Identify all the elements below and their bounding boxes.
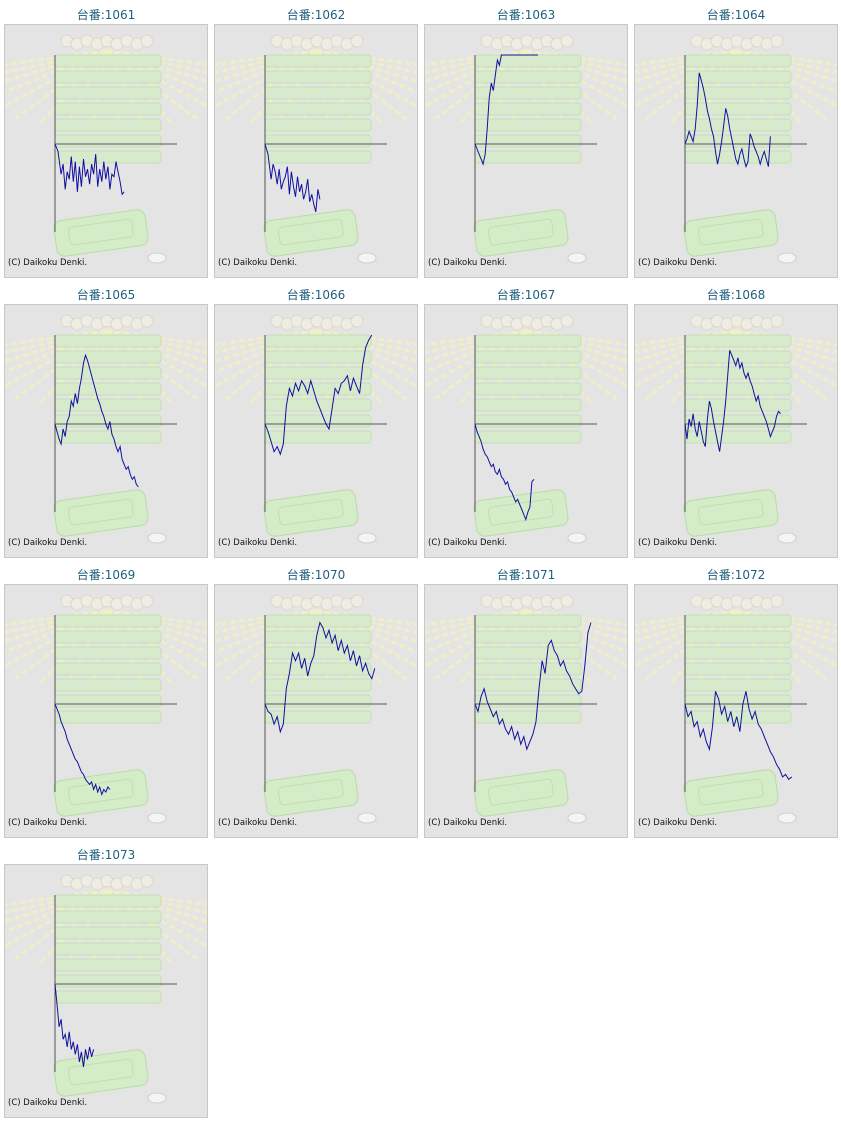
machine-number-label[interactable]: 台番:1070 [286, 568, 346, 582]
copyright-text: (C) Daikoku Denki. [218, 538, 298, 548]
graph-panel: (C) Daikoku Denki. [424, 304, 628, 558]
machine-chart-1073: 台番:1073 (C) Daikoku Denki. [4, 840, 208, 1120]
background-illustration [425, 34, 627, 264]
machine-number-label[interactable]: 台番:1069 [76, 568, 136, 582]
graph-svg [5, 874, 207, 1104]
copyright-text: (C) Daikoku Denki. [218, 258, 298, 268]
copyright-text: (C) Daikoku Denki. [8, 818, 88, 828]
machine-number-label[interactable]: 台番:1064 [706, 8, 766, 22]
graph-panel: (C) Daikoku Denki. [424, 584, 628, 838]
machine-number-label[interactable]: 台番:1073 [76, 848, 136, 862]
graph-svg [635, 314, 837, 544]
machine-chart-1069: 台番:1069 (C) Daikoku Denki. [4, 560, 208, 840]
machine-number-label[interactable]: 台番:1062 [286, 8, 346, 22]
graph-panel: (C) Daikoku Denki. [4, 864, 208, 1118]
machine-chart-1063: 台番:1063 (C) Daikoku Denki. [424, 0, 628, 280]
payout-series-line [474, 423, 535, 522]
background-illustration [635, 594, 837, 824]
graph-panel: (C) Daikoku Denki. [634, 304, 838, 558]
copyright-text: (C) Daikoku Denki. [638, 818, 718, 828]
payout-series-line [264, 334, 373, 456]
background-illustration [425, 314, 627, 544]
graph-svg [5, 34, 207, 264]
background-illustration [635, 34, 837, 264]
machine-chart-1071: 台番:1071 (C) Daikoku Denki. [424, 560, 628, 840]
copyright-text: (C) Daikoku Denki. [638, 258, 718, 268]
copyright-text: (C) Daikoku Denki. [8, 258, 88, 268]
machine-chart-1072: 台番:1072 (C) Daikoku Denki. [634, 560, 838, 840]
graph-svg [5, 314, 207, 544]
payout-series-line [264, 143, 321, 213]
background-illustration [5, 874, 207, 1104]
machine-chart-1067: 台番:1067 (C) Daikoku Denki. [424, 280, 628, 560]
machine-chart-1062: 台番:1062 (C) Daikoku Denki. [214, 0, 418, 280]
machine-chart-1068: 台番:1068 (C) Daikoku Denki. [634, 280, 838, 560]
graph-svg [425, 314, 627, 544]
graph-panel: (C) Daikoku Denki. [4, 24, 208, 278]
machine-number-label[interactable]: 台番:1067 [496, 288, 556, 302]
machine-chart-1064: 台番:1064 (C) Daikoku Denki. [634, 0, 838, 280]
graph-panel: (C) Daikoku Denki. [214, 584, 418, 838]
payout-series-line [684, 72, 771, 169]
payout-series-line [54, 703, 111, 797]
payout-series-line [54, 353, 139, 488]
payout-series-line [684, 691, 793, 781]
graph-panel: (C) Daikoku Denki. [4, 584, 208, 838]
background-illustration [425, 594, 627, 824]
background-illustration [5, 594, 207, 824]
background-illustration [215, 314, 417, 544]
machine-chart-1070: 台番:1070 (C) Daikoku Denki. [214, 560, 418, 840]
background-illustration [635, 314, 837, 544]
payout-series-line [684, 350, 781, 452]
graph-panel: (C) Daikoku Denki. [424, 24, 628, 278]
machine-chart-1065: 台番:1065 (C) Daikoku Denki. [4, 280, 208, 560]
background-illustration [215, 594, 417, 824]
copyright-text: (C) Daikoku Denki. [218, 818, 298, 828]
machine-chart-1061: 台番:1061 (C) Daikoku Denki. [4, 0, 208, 280]
graph-svg [215, 34, 417, 264]
machine-number-label[interactable]: 台番:1061 [76, 8, 136, 22]
copyright-text: (C) Daikoku Denki. [428, 258, 508, 268]
payout-series-line [474, 54, 538, 166]
background-illustration [5, 34, 207, 264]
machine-number-label[interactable]: 台番:1071 [496, 568, 556, 582]
background-illustration [215, 34, 417, 264]
graph-svg [425, 594, 627, 824]
copyright-text: (C) Daikoku Denki. [428, 538, 508, 548]
payout-series-line [54, 983, 95, 1068]
graph-svg [215, 314, 417, 544]
copyright-text: (C) Daikoku Denki. [428, 818, 508, 828]
graph-svg [5, 594, 207, 824]
graph-panel: (C) Daikoku Denki. [214, 304, 418, 558]
graph-svg [215, 594, 417, 824]
machine-chart-1066: 台番:1066 (C) Daikoku Denki. [214, 280, 418, 560]
machine-number-label[interactable]: 台番:1063 [496, 8, 556, 22]
graph-panel: (C) Daikoku Denki. [634, 24, 838, 278]
machine-number-label[interactable]: 台番:1068 [706, 288, 766, 302]
background-illustration [5, 314, 207, 544]
graph-panel: (C) Daikoku Denki. [4, 304, 208, 558]
graph-panel: (C) Daikoku Denki. [214, 24, 418, 278]
payout-series-line [474, 622, 592, 751]
machine-number-label[interactable]: 台番:1065 [76, 288, 136, 302]
graph-svg [635, 594, 837, 824]
payout-series-line [264, 621, 376, 734]
copyright-text: (C) Daikoku Denki. [8, 538, 88, 548]
machine-number-label[interactable]: 台番:1072 [706, 568, 766, 582]
copyright-text: (C) Daikoku Denki. [638, 538, 718, 548]
payout-series-line [54, 143, 125, 196]
graph-panel: (C) Daikoku Denki. [634, 584, 838, 838]
graph-svg [425, 34, 627, 264]
copyright-text: (C) Daikoku Denki. [8, 1098, 88, 1108]
machine-number-label[interactable]: 台番:1066 [286, 288, 346, 302]
graph-svg [635, 34, 837, 264]
